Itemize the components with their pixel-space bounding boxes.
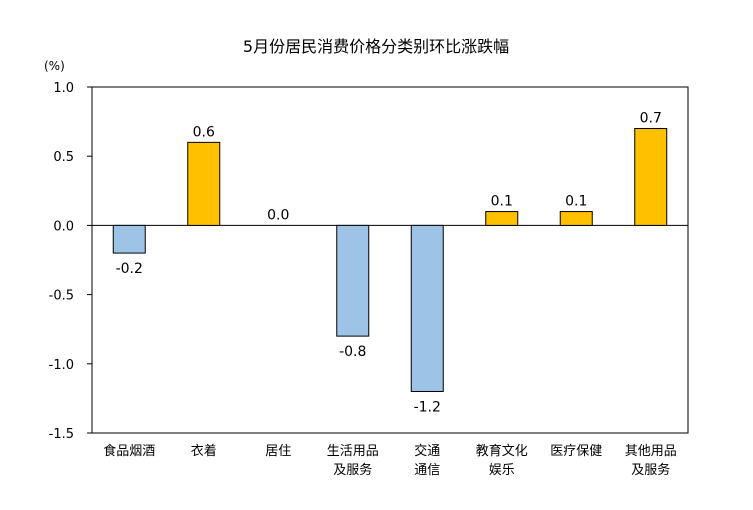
category-label: 食品烟酒 [103, 443, 155, 459]
category-label: 居住 [265, 444, 291, 459]
y-tick-label: -1.5 [49, 427, 74, 442]
y-tick-label: 0.5 [53, 150, 74, 165]
y-tick-label: 0.0 [53, 219, 74, 234]
data-label: -1.2 [414, 399, 441, 415]
category-label: 交通 [414, 443, 440, 459]
category-label: 衣着 [191, 443, 217, 459]
bar [112, 224, 146, 254]
y-tick-label: -0.5 [49, 289, 74, 304]
category-label: 医疗保健 [550, 444, 602, 459]
plot-area: 1.0 0.5 0.0 -0.5 -1.0 -1.5 -0.2 食品烟酒 0.6 衣着 0.0 居住 -… [49, 81, 689, 478]
category-label: 生活用品 [327, 444, 379, 459]
data-label: 0.0 [267, 207, 289, 223]
category-label: 娱乐 [489, 463, 515, 478]
chart-title: 5月份居民消费价格分类别环比涨跌幅 [243, 37, 509, 56]
data-label: 0.7 [640, 111, 662, 127]
category-label: 及服务 [631, 462, 670, 478]
plot-frame [91, 86, 689, 434]
y-tick-label: 1.0 [53, 81, 74, 96]
bar [410, 224, 444, 392]
category-label: 通信 [414, 463, 440, 478]
data-label: 0.1 [491, 194, 513, 210]
category-label: 其他用品 [625, 444, 677, 459]
data-label: 0.1 [565, 194, 587, 210]
category-label: 教育文化 [476, 443, 528, 459]
bar [485, 211, 519, 226]
bar [187, 141, 221, 226]
data-label: 0.6 [193, 124, 215, 140]
bar [634, 128, 668, 226]
bar [336, 224, 370, 337]
category-label: 及服务 [333, 462, 372, 478]
data-label: -0.8 [339, 344, 366, 360]
y-axis-unit: (%) [44, 59, 65, 73]
bar [559, 211, 593, 226]
data-label: -0.2 [116, 261, 143, 277]
y-tick-label: -1.0 [49, 358, 74, 373]
